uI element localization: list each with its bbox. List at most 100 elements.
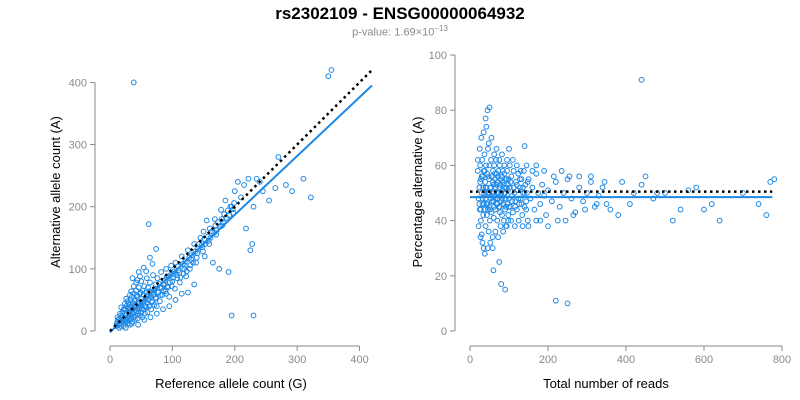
panel2-data-point [491,151,498,158]
panel2-data-point [485,140,492,147]
panel2-data-point [480,245,487,252]
panel2-data-point [517,168,524,174]
panel2-data-point [524,179,531,185]
panel1-y-tick-label: 100 [69,264,87,276]
panel2-data-point [529,168,536,174]
panel1-data-point [185,247,191,254]
panel2-data-point [517,195,524,202]
panel2-data-point [767,179,774,185]
panel1-data-point [231,188,238,195]
panel2-data-point [529,184,536,191]
panel2-data-point [480,184,487,191]
panel2-data-point [523,162,530,169]
page-title: rs2302109 - ENSG00000064932 [275,4,525,23]
p-value-label: p-value: 1.69×10−13 [0,24,800,39]
panel2-data-point [476,201,483,207]
panel2-data-point [488,184,494,191]
panel2-data-point [502,286,509,293]
panel1-data-point [148,306,155,313]
panel2-data-point [558,168,565,174]
panel1-data-point [241,182,248,188]
panel1-data-point [200,248,206,255]
panel2-data-point [478,217,484,224]
panel2-data-point [504,192,511,199]
panel1-data-point [188,252,195,259]
panel2-data-point [477,162,484,169]
panel2-y-tick-label: 0 [441,326,447,338]
panel2-data-point [519,223,526,230]
panel2-data-point [560,190,567,196]
panel2-data-point [488,134,495,141]
panel1-data-point [283,182,289,188]
panel1-data-point [266,197,272,204]
panel2-data-point [662,190,668,196]
panel2-data-point [483,201,490,207]
panel1-data-point [183,268,190,275]
panel2-data-point [478,190,485,196]
panel1-data-point [178,253,185,260]
panel1-data-point [191,281,198,288]
panel2-data-point [570,212,577,218]
panel2-x-tick-label: 600 [695,354,713,366]
panel1-data-point [134,277,141,283]
panel1-data-point [118,304,125,311]
panel2-data-point [524,217,531,224]
panel2-data-point [488,198,495,205]
panel2-data-point [478,173,485,180]
panel2-data-point [485,228,492,235]
panel2-data-point [650,195,657,202]
panel2-data-point [524,190,530,196]
panel1-data-point [272,185,279,191]
panel2-data-point [531,206,538,213]
panel1-data-point [250,312,257,319]
panel2-data-point [510,168,517,174]
panel2-data-point [486,162,493,169]
panel2-data-point [506,203,512,210]
panel2-data-point [477,234,484,241]
panel2-data-point [499,179,506,185]
panel1-data-point [153,303,160,310]
panel1-data-point [289,188,296,195]
panel2-data-point [533,217,540,224]
panel2-data-point [562,217,569,224]
panel2-data-point [552,179,559,185]
panel1-x-tick-label: 0 [107,354,113,366]
panel1-data-point [147,279,153,286]
panel2-data-point [505,212,512,218]
panel2-data-point [476,184,483,191]
panel1-data-point [243,225,249,232]
panel1-data-point [141,316,148,323]
panel2-data-point [477,179,484,185]
panel1-data-point [135,321,141,328]
panel1-data-point [328,67,335,73]
panel2-data-point [502,203,509,210]
panel2-data-point [576,184,583,191]
panel2-data-point [479,239,486,246]
panel2-data-point [549,198,555,205]
panel2-data-point [476,145,483,152]
panel2-data-point [489,234,496,241]
panel1-data-point [148,299,155,306]
panel2-data-point [716,217,723,224]
panel1-data-point [172,297,179,303]
panel2-data-point [515,217,522,224]
panel2-data-point [490,214,497,221]
panel2-data-point [537,201,544,207]
panel1-y-tick-label: 0 [81,326,87,338]
panel2-data-point [701,206,707,213]
panel1-y-tick-label: 300 [69,140,87,152]
panel2-data-point [627,201,633,207]
panel2-data-point [554,217,561,224]
panel2-y-tick-label: 20 [435,271,447,283]
panel2-data-point [505,217,512,224]
panel1-data-point [130,79,137,86]
panel2-data-point [564,300,571,307]
panel2-data-point [496,162,503,169]
panel2-data-point [485,145,491,152]
panel2-data-point [516,201,523,207]
panel1-data-point [141,283,148,290]
panel2-data-point [593,201,600,207]
panel1-data-point [231,200,238,206]
p-value-exponent: −13 [434,24,448,33]
panel2-data-point [595,192,602,199]
